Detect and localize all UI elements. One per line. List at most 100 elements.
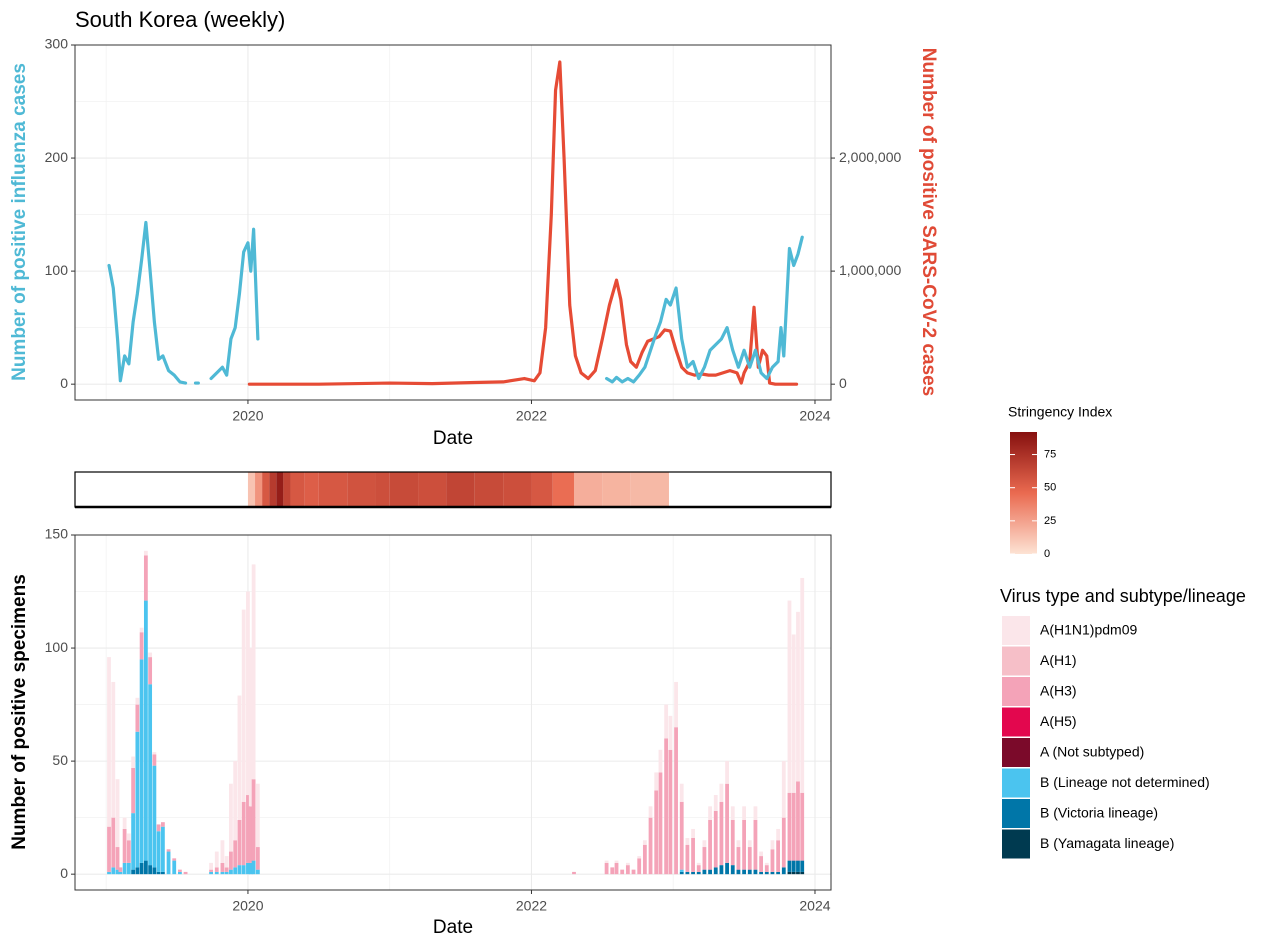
bar-segment — [696, 862, 701, 866]
colorbar — [1010, 432, 1037, 554]
legend-label: A(H1N1)pdm09 — [1040, 622, 1137, 638]
plot-background — [75, 535, 831, 890]
bar-segment — [152, 752, 157, 755]
bar-segment — [796, 871, 800, 875]
bar-segment — [679, 869, 684, 872]
bar-segment — [719, 783, 724, 802]
line — [247, 60, 799, 386]
legend-label: B (Lineage not determined) — [1040, 774, 1210, 790]
bar-segment — [674, 681, 678, 728]
chart-title: South Korea (weekly) — [75, 7, 285, 32]
bar-segment — [139, 632, 144, 660]
legend-label: B (Yamagata lineage) — [1040, 835, 1174, 851]
bar-segment — [759, 856, 764, 872]
bar-segment — [753, 806, 758, 820]
plot-border — [74, 44, 832, 401]
bar-segment — [131, 756, 136, 768]
stringency-cell — [269, 472, 277, 507]
bar-segment — [152, 754, 157, 766]
bar-segment — [107, 826, 111, 872]
bar-segment — [126, 862, 131, 875]
bar-segment — [759, 851, 764, 857]
bar-segment — [648, 806, 653, 818]
legend-swatch — [1002, 768, 1030, 798]
bar-segment — [696, 871, 701, 875]
stringency-cell — [276, 472, 284, 507]
bar-segment — [118, 871, 123, 875]
bar-segment — [664, 704, 669, 739]
bar-segment — [781, 817, 786, 868]
bar-segment — [713, 867, 718, 875]
bar-segment — [152, 867, 157, 875]
bar-segment — [800, 792, 805, 861]
legend-swatch — [1002, 616, 1030, 645]
bar-segment — [246, 795, 250, 863]
bar-segment — [107, 871, 111, 875]
bar-segment — [148, 865, 153, 875]
x-tick-label: 2022 — [516, 898, 547, 914]
bar-segment — [736, 847, 741, 870]
bar-segment — [691, 828, 695, 838]
bar-segment — [135, 731, 140, 868]
stringency-cell — [418, 472, 447, 507]
bar-segment — [160, 822, 165, 827]
x-axis-title: Date — [433, 917, 473, 938]
plot-background — [75, 45, 831, 400]
bar-segment — [781, 761, 786, 818]
bar-segment — [791, 860, 796, 872]
bar-segment — [654, 790, 659, 875]
bar-segment — [246, 591, 250, 796]
legend-label: A(H1) — [1040, 652, 1077, 668]
stringency-cell — [375, 472, 390, 507]
legend-label: A(H3) — [1040, 683, 1077, 699]
x-tick-label: 2020 — [232, 898, 263, 914]
bar-segment — [143, 555, 148, 601]
bar-segment — [691, 837, 695, 872]
bar-segment — [160, 826, 165, 872]
bar-segment — [118, 867, 123, 872]
bar-segment — [800, 860, 805, 872]
bar-segment — [604, 860, 609, 863]
y2-axis-title: Number of positive SARS-CoV-2 cases — [918, 48, 939, 396]
bar-segment — [679, 871, 684, 875]
bar-segment — [787, 860, 792, 872]
bar-segment — [730, 819, 735, 866]
bar-segment — [220, 871, 225, 875]
bar-segment — [730, 806, 735, 820]
bar-segment — [604, 862, 609, 875]
bar-segment — [668, 749, 673, 875]
bar-segment — [776, 828, 781, 841]
bar-segment — [702, 869, 707, 875]
bar-segment — [251, 860, 256, 875]
bar-segment — [248, 806, 253, 863]
bar-segment — [685, 871, 690, 875]
bar-segment — [214, 871, 219, 875]
stringency-cell — [573, 472, 603, 507]
bar-segment — [719, 801, 724, 866]
stringency-cell — [262, 472, 270, 507]
bar-segment — [148, 684, 153, 866]
bar-segment — [233, 761, 238, 841]
bar-segment — [658, 749, 663, 773]
legend-swatch — [1002, 799, 1030, 828]
bar-segment — [214, 851, 219, 868]
bar-segment — [764, 871, 769, 875]
colorbar-tick-label: 50 — [1044, 482, 1056, 494]
bar-segment — [764, 862, 769, 866]
bar-segment — [796, 781, 800, 861]
y-tick-label: 0 — [60, 865, 68, 881]
stringency-cell — [347, 472, 376, 507]
bar-segment — [241, 865, 246, 875]
bar-segment — [139, 862, 144, 875]
legend-swatch — [1002, 646, 1030, 676]
bar-segment — [702, 847, 707, 870]
legend-swatch — [1002, 738, 1030, 767]
bar-segment — [166, 849, 171, 852]
y-tick-label: 200 — [45, 149, 69, 165]
bar-segment — [237, 865, 242, 875]
y-axis-title: Number of positive influenza cases — [9, 63, 30, 381]
bar-segment — [770, 849, 775, 872]
bar-segment — [139, 659, 144, 863]
bar-segment — [248, 648, 253, 807]
